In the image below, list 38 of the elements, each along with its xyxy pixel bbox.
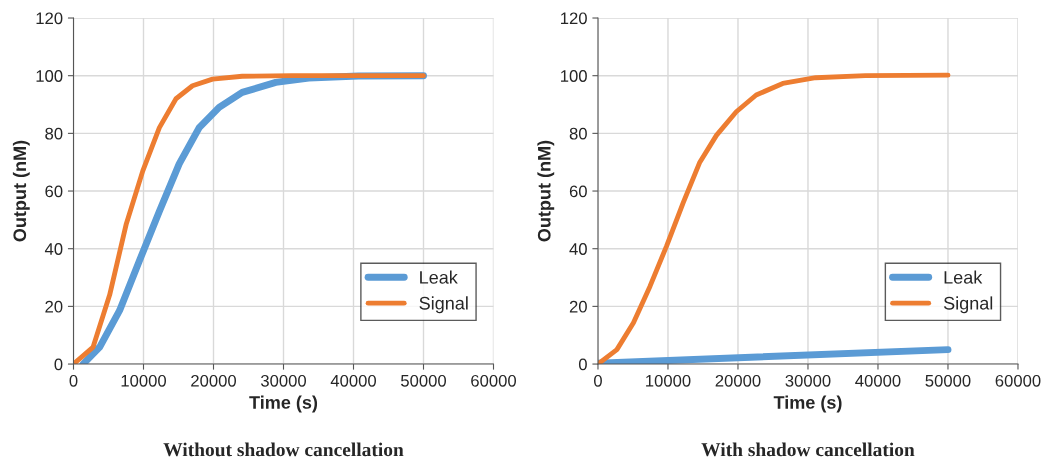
x-tick-label: 0 (593, 374, 602, 387)
x-tick-label: 0 (69, 374, 78, 387)
x-tick-label: 20000 (715, 374, 761, 387)
x-tick-label: 10000 (646, 374, 691, 387)
legend-label: Leak (420, 270, 458, 284)
x-tick-label: 50000 (925, 374, 971, 387)
y-tick-label: 100 (36, 70, 63, 82)
x-tick-label: 20000 (191, 374, 237, 387)
y-tick-label: 40 (44, 243, 63, 255)
y-tick-label: 80 (569, 127, 587, 140)
y-tick-label: 60 (569, 185, 587, 198)
x-tick-label: 40000 (330, 374, 377, 387)
text: Without shadow cancellation (163, 442, 404, 457)
y-tick-label: 40 (569, 243, 587, 255)
legend-label: Signal (419, 296, 468, 314)
y-tick-label: 120 (561, 12, 587, 25)
y-axis-title: Output (nM) (537, 140, 555, 242)
y-axis-title: Output (nM) (12, 140, 30, 242)
x-axis-title: Time (s) (773, 395, 842, 413)
y-tick-label: 0 (578, 358, 587, 371)
y-tick-label: 20 (45, 300, 63, 313)
x-tick-label: 50000 (401, 374, 447, 387)
x-axis-title: Time (s) (249, 395, 318, 413)
y-tick-label: 120 (36, 12, 63, 25)
x-tick-label: 60000 (995, 374, 1041, 387)
y-tick-label: 100 (561, 70, 587, 82)
y-tick-label: 80 (45, 127, 63, 140)
text: With shadow cancellation (701, 442, 915, 457)
legend-label: Signal (943, 296, 993, 314)
legend-label: Leak (944, 270, 983, 284)
y-tick-label: 0 (54, 358, 63, 371)
x-tick-label: 60000 (471, 374, 517, 387)
x-tick-label: 30000 (785, 374, 831, 387)
x-tick-label: 30000 (260, 374, 307, 387)
y-tick-label: 20 (569, 300, 587, 313)
x-tick-label: 10000 (121, 374, 167, 387)
x-tick-label: 40000 (855, 374, 901, 387)
y-tick-label: 60 (45, 185, 63, 198)
